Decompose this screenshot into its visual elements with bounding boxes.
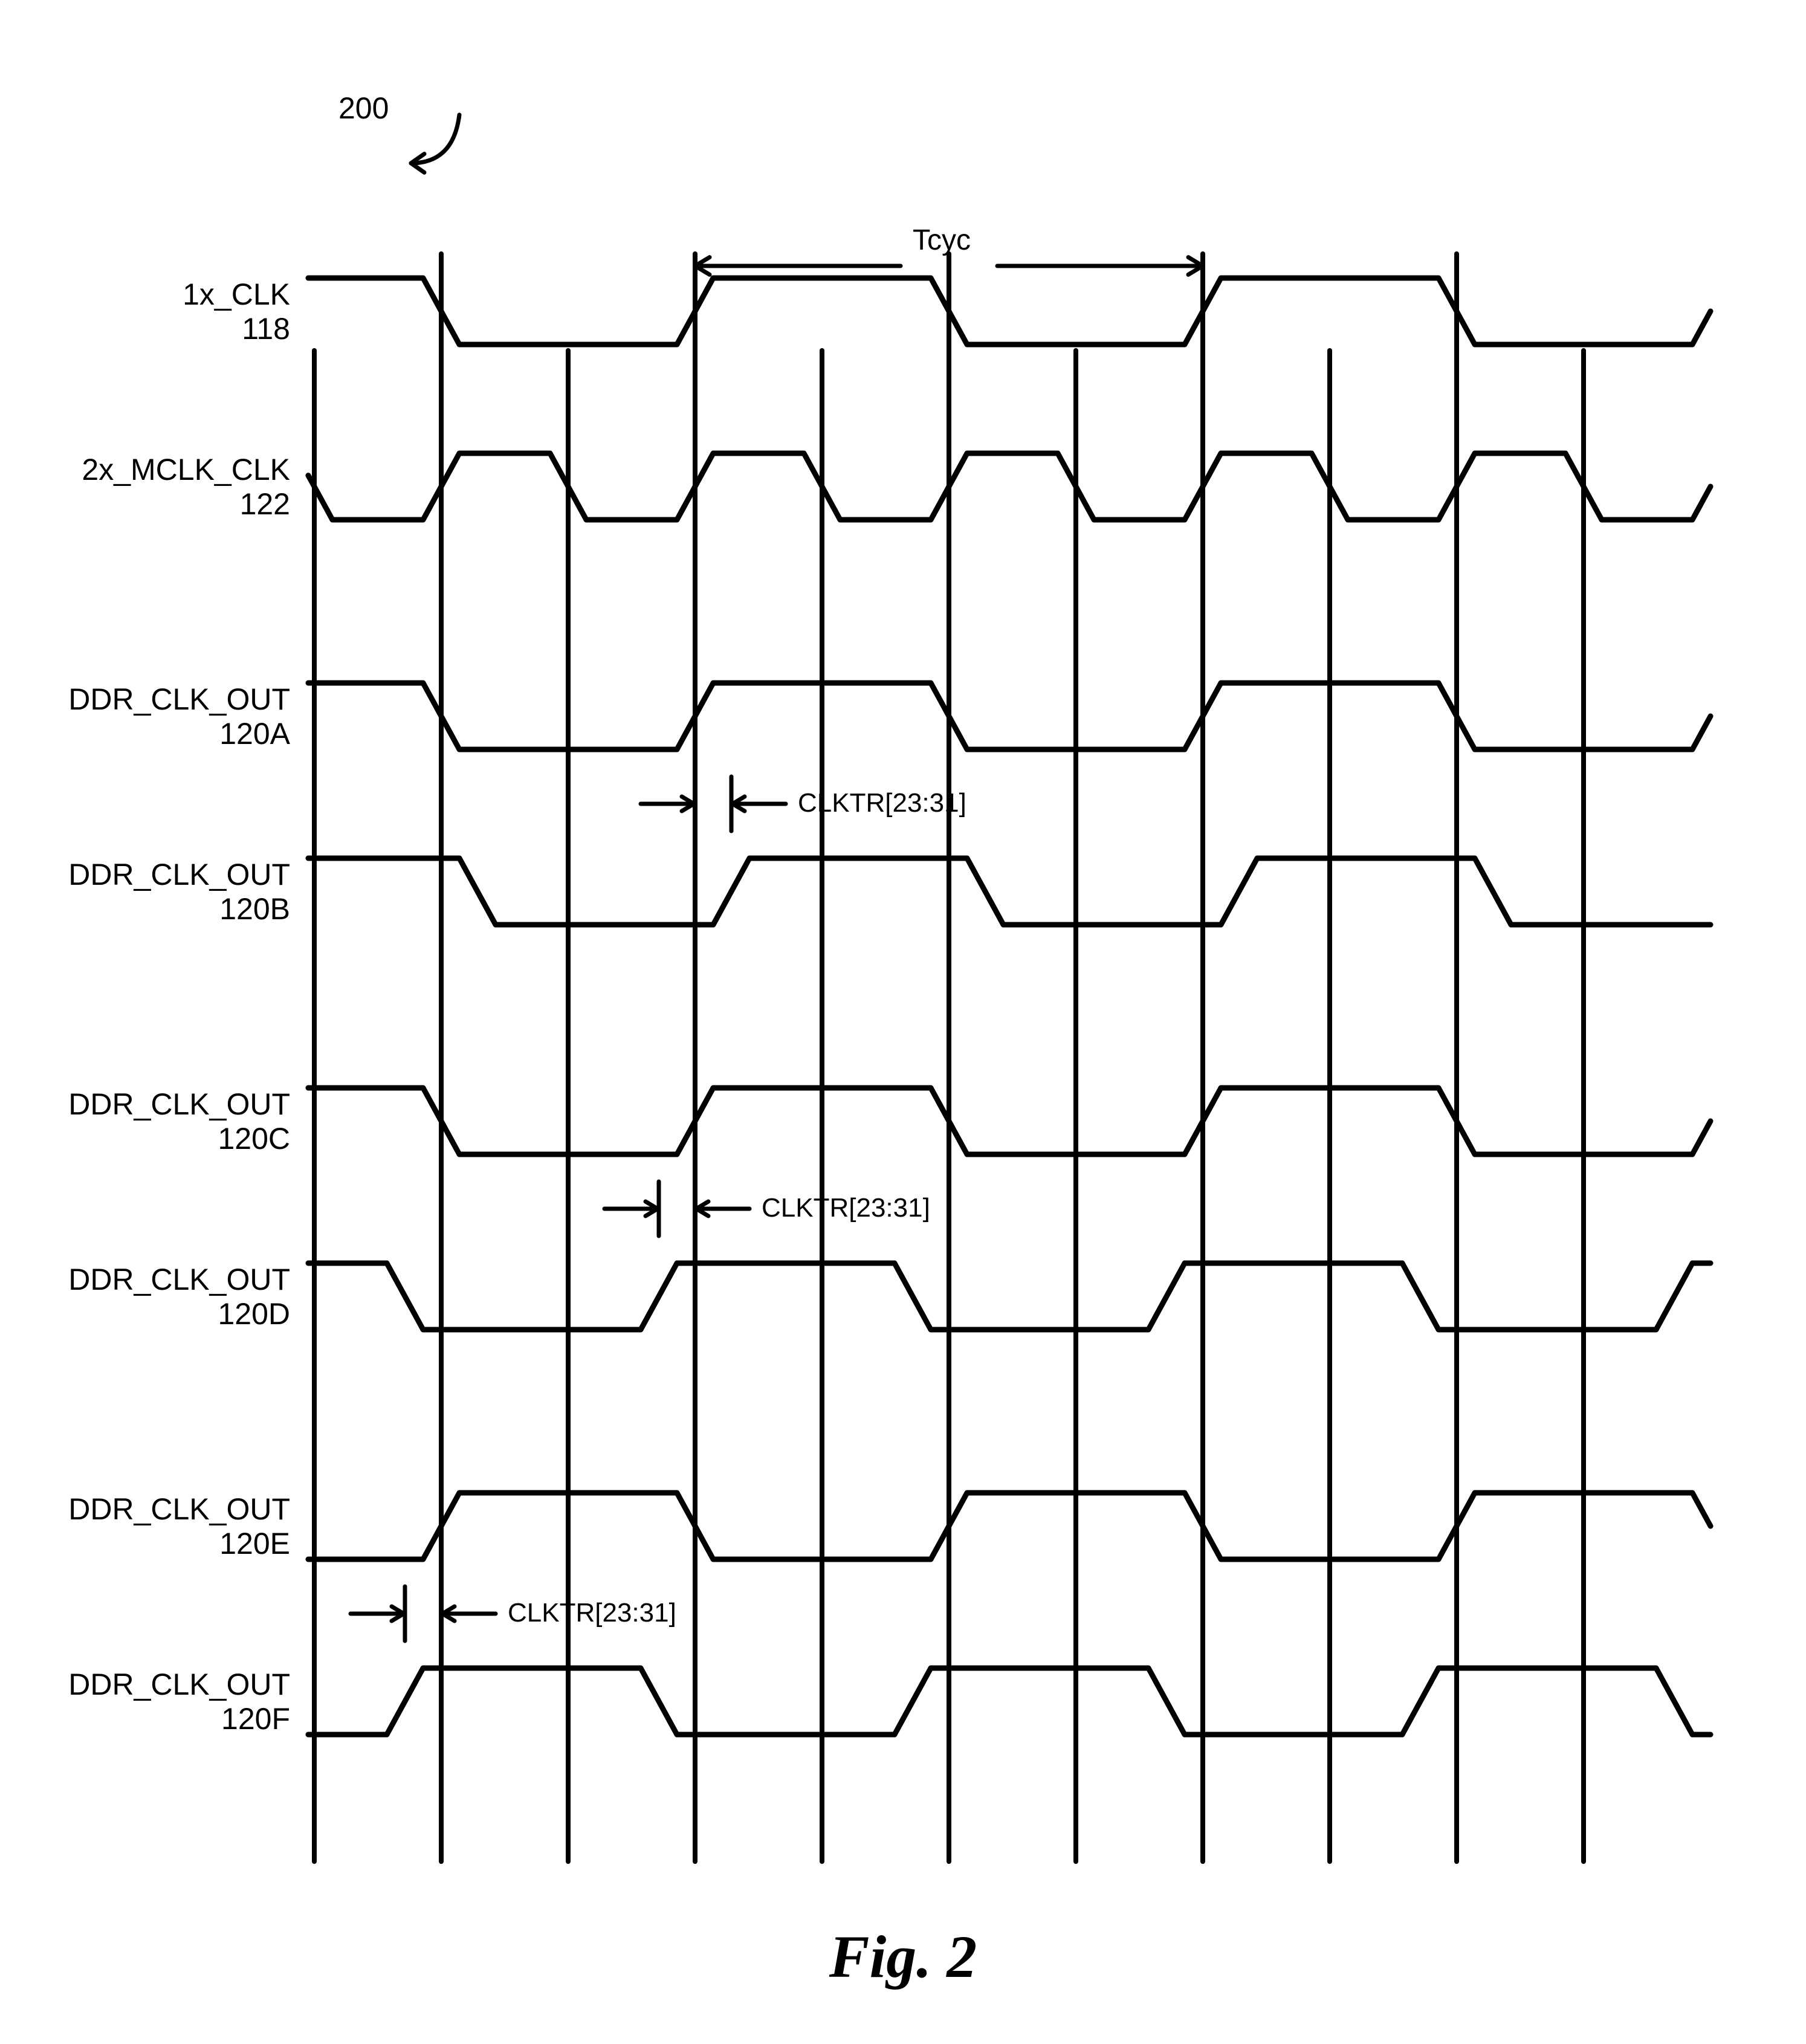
signal-name: DDR_CLK_OUT [68,1088,290,1121]
clktr-label: CLKTR[23:31] [762,1193,930,1223]
signal-number: 120A [219,717,290,751]
signal-number: 122 [240,488,290,521]
signal-name: DDR_CLK_OUT [68,1668,290,1701]
signal-name: DDR_CLK_OUT [68,1493,290,1526]
clktr-label: CLKTR[23:31] [798,788,966,818]
signal-number: 120D [218,1298,290,1331]
signal-name: DDR_CLK_OUT [68,858,290,891]
signal-number: 120E [219,1527,290,1560]
signal-number: 120B [219,893,290,926]
signal-name: 1x_CLK [183,278,290,311]
figure-container: 200 Tcyc Fig. 2 1x_CLK118 2x_MCLK_CLK122 D… [0,0,1806,2044]
figure-caption: Fig. 2 [0,1922,1806,1991]
signal-name: DDR_CLK_OUT [68,683,290,716]
signal-number: 118 [242,312,290,346]
clktr-label: CLKTR[23:31] [508,1598,676,1628]
signal-number: 120C [218,1122,290,1156]
signal-name: DDR_CLK_OUT [68,1263,290,1296]
signal-number: 120F [221,1703,290,1736]
signal-name: 2x_MCLK_CLK [82,453,290,487]
tcyc-label: Tcyc [913,224,971,257]
figure-ref-number: 200 [338,91,389,126]
